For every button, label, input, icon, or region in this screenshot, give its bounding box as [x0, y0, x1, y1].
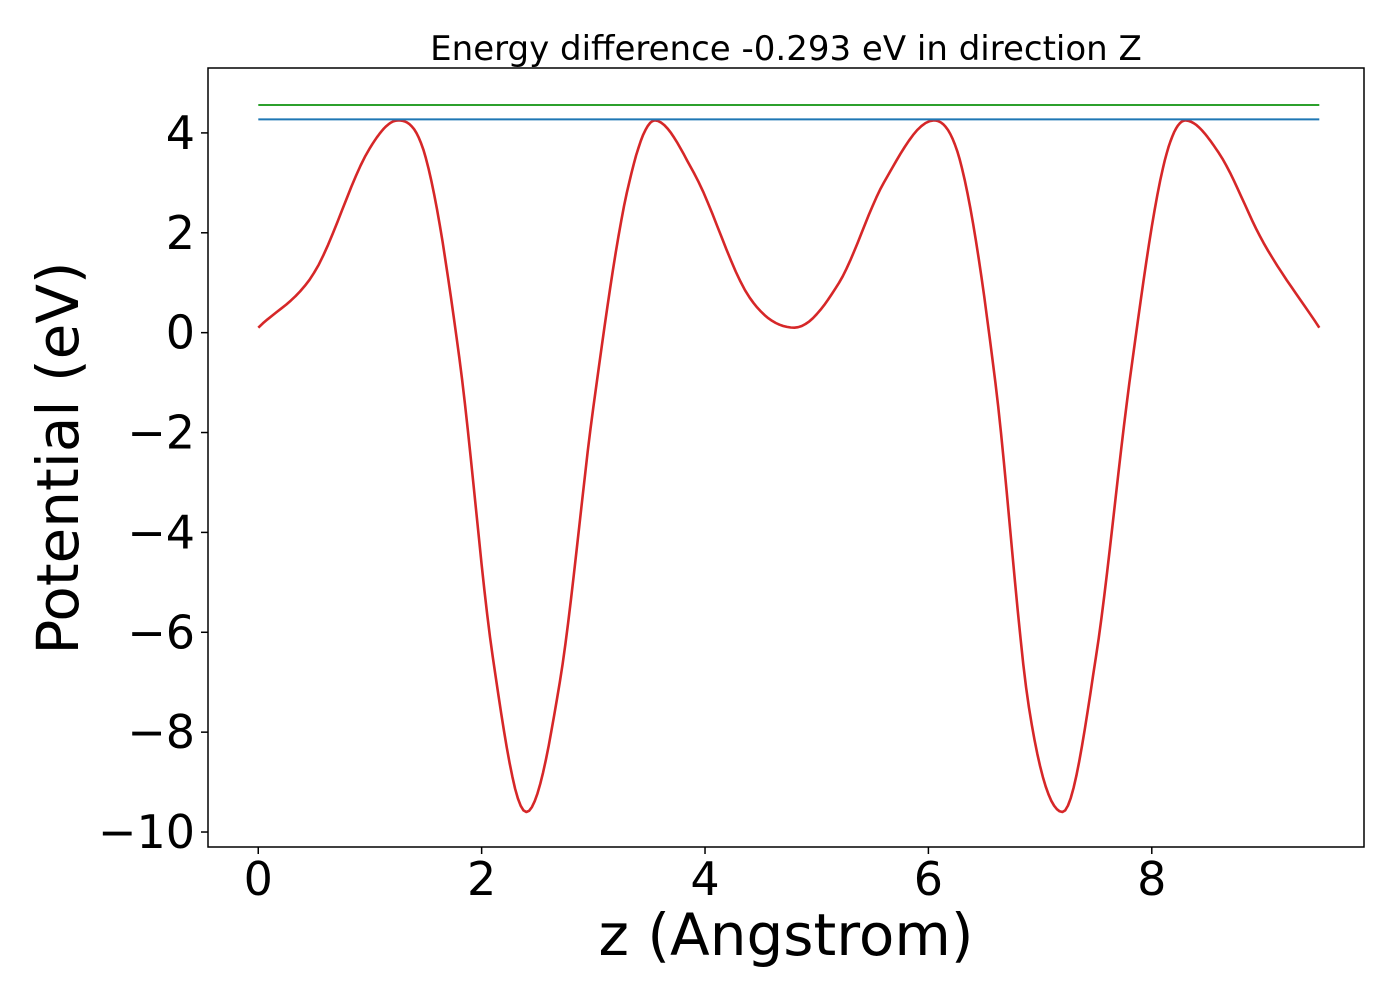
x-axis: 0 2 4 6 8: [244, 847, 1166, 906]
y-tick-label: −6: [127, 605, 195, 659]
x-tick-label: 6: [914, 852, 943, 906]
y-axis-label: Potential (eV): [24, 261, 92, 654]
plot-frame: [207, 67, 1365, 848]
y-tick-label: 2: [166, 206, 195, 260]
y-tick-label: −10: [98, 805, 195, 859]
x-tick-label: 2: [467, 852, 496, 906]
x-tick-label: 4: [690, 852, 719, 906]
y-axis: 4 2 0 −2 −4 −6 −8 −10: [98, 106, 208, 859]
potential-curve: [257, 119, 1321, 814]
x-axis-label: z (Angstrom): [599, 901, 974, 969]
series-layer: [257, 104, 1321, 814]
x-tick-label: 8: [1137, 852, 1166, 906]
chart-title: Energy difference -0.293 eV in direction…: [430, 29, 1142, 69]
x-tick-label: 0: [244, 852, 273, 906]
y-tick-label: 4: [166, 106, 195, 160]
y-tick-label: −2: [127, 406, 195, 460]
y-tick-label: −8: [127, 705, 195, 759]
y-tick-label: −4: [127, 505, 195, 559]
y-tick-label: 0: [166, 306, 195, 360]
